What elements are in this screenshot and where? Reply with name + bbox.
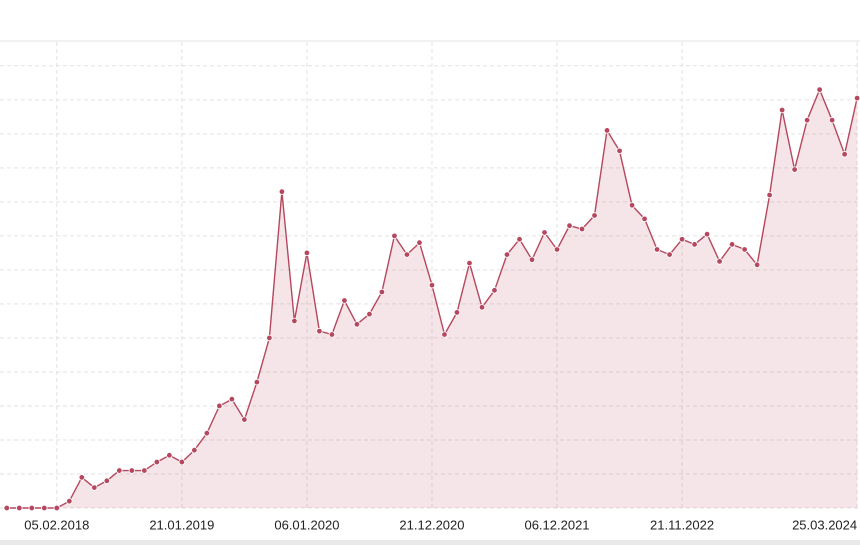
point <box>691 241 698 248</box>
point <box>3 504 10 512</box>
point <box>66 497 73 505</box>
point <box>666 251 673 258</box>
point <box>141 467 148 474</box>
x-tick-label: 21.01.2019 <box>149 517 214 532</box>
point <box>478 304 486 311</box>
point <box>191 446 198 454</box>
point <box>503 251 511 258</box>
point <box>616 147 623 155</box>
point <box>516 236 523 243</box>
point <box>153 458 161 466</box>
point <box>203 429 211 437</box>
point <box>16 504 23 512</box>
point <box>366 310 373 318</box>
point <box>853 94 860 102</box>
point <box>653 246 661 253</box>
point <box>28 504 35 512</box>
point <box>603 127 611 134</box>
point <box>391 232 398 240</box>
x-tick-label: 25.03.2024 <box>792 517 857 532</box>
point <box>716 258 723 265</box>
point <box>628 202 636 209</box>
point <box>741 246 748 253</box>
point <box>353 321 361 328</box>
point <box>453 309 461 316</box>
point <box>403 251 411 258</box>
point <box>541 229 548 236</box>
point <box>91 484 98 491</box>
point <box>678 236 686 243</box>
point <box>428 282 436 289</box>
point <box>341 297 348 304</box>
point <box>416 239 423 246</box>
point <box>316 327 323 335</box>
point <box>116 467 123 474</box>
point <box>228 395 236 403</box>
point <box>291 317 298 325</box>
point <box>241 416 248 423</box>
x-tick-label: 21.11.2022 <box>650 517 714 532</box>
point <box>166 452 173 459</box>
point <box>178 458 186 466</box>
point <box>253 378 261 386</box>
point <box>103 477 111 484</box>
point <box>566 222 573 229</box>
point <box>128 467 136 474</box>
point <box>816 86 823 93</box>
point <box>41 504 48 512</box>
point <box>378 288 386 296</box>
point <box>278 188 286 195</box>
point <box>803 117 811 124</box>
x-tick-label: 06.12.2021 <box>524 517 589 532</box>
x-tick-label: 05.02.2018 <box>24 517 89 532</box>
point <box>753 261 761 268</box>
point <box>578 225 586 233</box>
point <box>528 256 536 263</box>
point <box>491 287 498 294</box>
x-tick-label: 06.01.2020 <box>274 517 339 532</box>
point <box>728 241 736 248</box>
point <box>766 191 773 199</box>
point <box>591 212 598 219</box>
x-tick-label: 21.12.2020 <box>399 517 464 532</box>
point <box>78 474 86 481</box>
point <box>641 215 648 223</box>
point <box>216 402 223 410</box>
point <box>441 331 448 338</box>
point <box>791 166 798 173</box>
area-fill <box>6 89 858 508</box>
point <box>328 331 336 338</box>
point <box>466 259 473 267</box>
bottom-bar <box>0 540 860 545</box>
point <box>828 117 836 124</box>
point <box>841 151 848 158</box>
point <box>778 106 786 114</box>
point <box>53 504 61 512</box>
point <box>553 246 561 253</box>
point <box>266 334 273 342</box>
point <box>303 249 311 257</box>
point <box>703 230 711 238</box>
